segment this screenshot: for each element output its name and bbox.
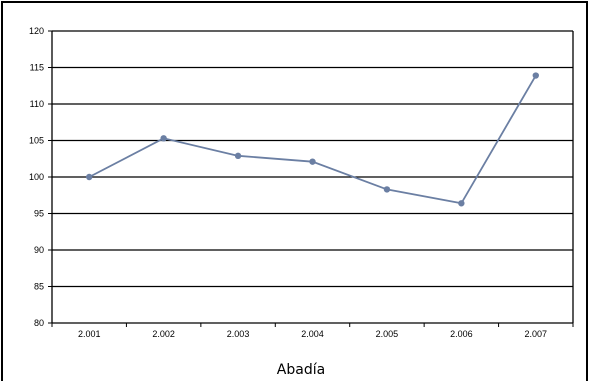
x-tick-label: 2.005 (376, 329, 399, 339)
x-tick-label: 2.001 (78, 329, 101, 339)
chart-title: Abadía (277, 362, 325, 378)
x-tick-label: 2.006 (450, 329, 473, 339)
x-tick-label: 2.007 (525, 329, 548, 339)
x-tick-label: 2.004 (301, 329, 324, 339)
y-tick-label: 115 (30, 63, 44, 73)
y-tick-label: 105 (29, 136, 44, 146)
data-point (383, 186, 391, 193)
y-tick-label: 110 (30, 99, 44, 109)
y-tick-label: 100 (29, 172, 44, 182)
data-point (532, 72, 539, 79)
series (86, 72, 539, 207)
y-tick-label: 95 (34, 209, 44, 219)
y-tick-label: 80 (34, 318, 44, 328)
y-tick-label: 85 (34, 282, 44, 292)
data-point (309, 158, 316, 165)
data-point (458, 200, 465, 207)
series-line (88, 75, 537, 205)
data-point (160, 135, 167, 142)
x-tick-label: 2.003 (227, 329, 250, 339)
data-point (234, 152, 242, 160)
y-tick-label: 120 (29, 26, 44, 36)
gridlines (52, 30, 573, 324)
y-tick-labels: 80 85 90 95 100 105 110 115 120 (29, 26, 44, 328)
x-tick-label: 2.002 (152, 329, 175, 339)
data-point (86, 173, 93, 181)
x-tick-labels: 2.001 2.002 2.003 2.004 2.005 2.006 2.007 (78, 329, 547, 339)
y-tick-label: 90 (34, 245, 44, 255)
axes (48, 30, 574, 327)
